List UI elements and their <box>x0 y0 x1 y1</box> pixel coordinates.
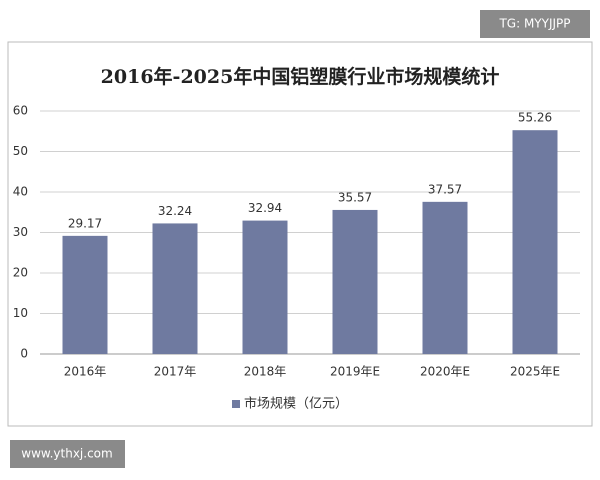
x-tick-label: 2019年E <box>330 365 380 379</box>
x-tick-label: 2018年 <box>244 365 287 379</box>
legend-swatch <box>232 400 240 408</box>
data-label: 55.26 <box>518 111 552 125</box>
bar <box>422 201 468 354</box>
y-tick-label: 60 <box>13 104 28 118</box>
data-label: 29.17 <box>68 216 102 230</box>
chart-frame <box>7 41 593 427</box>
watermark-box <box>480 10 590 38</box>
x-tick-label: 2020年E <box>420 365 470 379</box>
bar <box>152 223 198 354</box>
bar <box>62 235 108 354</box>
watermark-box <box>10 440 125 468</box>
x-tick-label: 2017年 <box>154 365 197 379</box>
chart-title: 2016年-2025年中国铝塑膜行业市场规模统计 <box>101 65 500 88</box>
y-tick-label: 20 <box>13 266 28 280</box>
x-tick-label: 2025年E <box>510 365 560 379</box>
data-label: 37.57 <box>428 182 462 196</box>
watermark: www.ythxj.com <box>21 447 112 461</box>
legend-label: 市场规模（亿元） <box>244 396 348 412</box>
y-tick-label: 40 <box>13 185 28 199</box>
y-tick-label: 0 <box>20 347 28 361</box>
y-tick-label: 50 <box>13 144 28 158</box>
bar <box>512 130 558 354</box>
x-tick-label: 2016年 <box>64 365 107 379</box>
watermark: TG: MYYJJPP <box>498 17 570 31</box>
y-tick-label: 10 <box>13 306 28 320</box>
data-label: 32.24 <box>158 204 192 218</box>
bar <box>242 220 288 354</box>
bar <box>332 209 378 354</box>
data-label: 32.94 <box>248 201 282 215</box>
data-label: 35.57 <box>338 190 372 204</box>
y-tick-label: 30 <box>13 225 28 239</box>
